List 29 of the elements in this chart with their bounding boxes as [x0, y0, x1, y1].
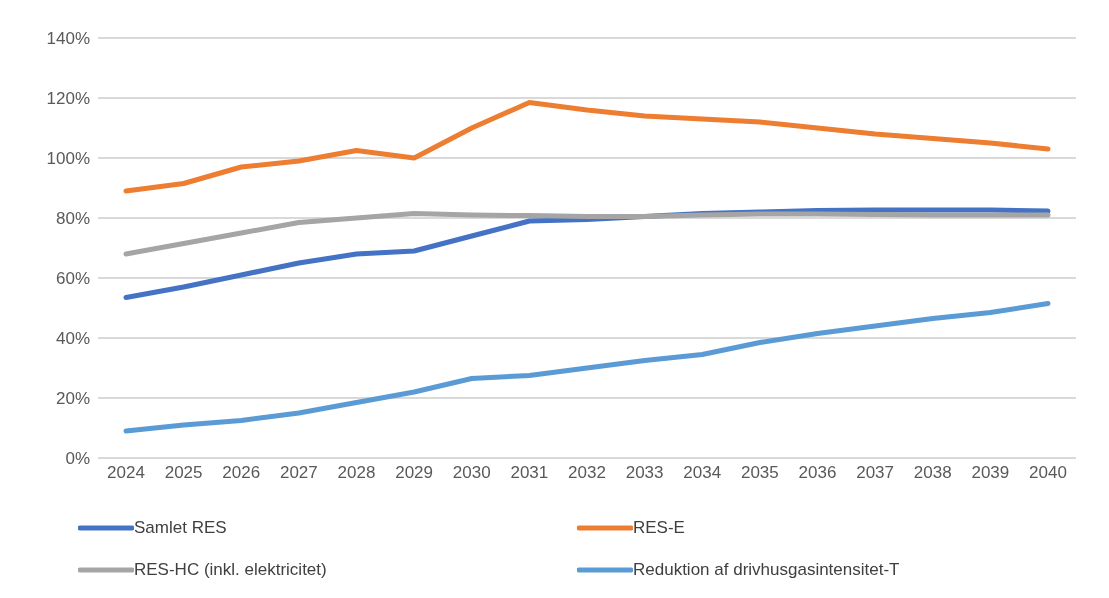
x-tick-label: 2028 [337, 463, 376, 483]
y-tick-label: 0% [65, 449, 90, 469]
x-tick-label: 2030 [452, 463, 491, 483]
x-tick-label: 2038 [913, 463, 952, 483]
x-tick-label: 2031 [510, 463, 549, 483]
x-tick-label: 2040 [1029, 463, 1067, 483]
legend-label: RES-HC (inkl. elektricitet) [134, 560, 327, 580]
y-tick-label: 120% [46, 89, 90, 109]
x-tick-label: 2024 [107, 463, 145, 483]
x-tick-label: 2039 [971, 463, 1010, 483]
x-tick-label: 2026 [222, 463, 261, 483]
x-tick-label: 2035 [740, 463, 779, 483]
x-tick-label: 2037 [856, 463, 895, 483]
y-tick-label: 140% [46, 29, 90, 49]
y-tick-label: 100% [46, 149, 90, 169]
y-tick-label: 20% [55, 389, 90, 409]
y-tick-label: 80% [55, 209, 90, 229]
x-tick-label: 2033 [625, 463, 664, 483]
legend-label: RES-E [633, 518, 685, 538]
legend-label: Samlet RES [134, 518, 227, 538]
legend-label: Reduktion af drivhusgasintensitet-T [633, 560, 900, 580]
x-tick-label: 2027 [279, 463, 318, 483]
y-tick-label: 40% [55, 329, 90, 349]
x-tick-label: 2032 [568, 463, 606, 483]
x-tick-label: 2029 [395, 463, 434, 483]
x-tick-label: 2036 [798, 463, 837, 483]
y-tick-label: 60% [55, 269, 90, 289]
x-tick-label: 2025 [164, 463, 203, 483]
x-tick-label: 2034 [683, 463, 722, 483]
